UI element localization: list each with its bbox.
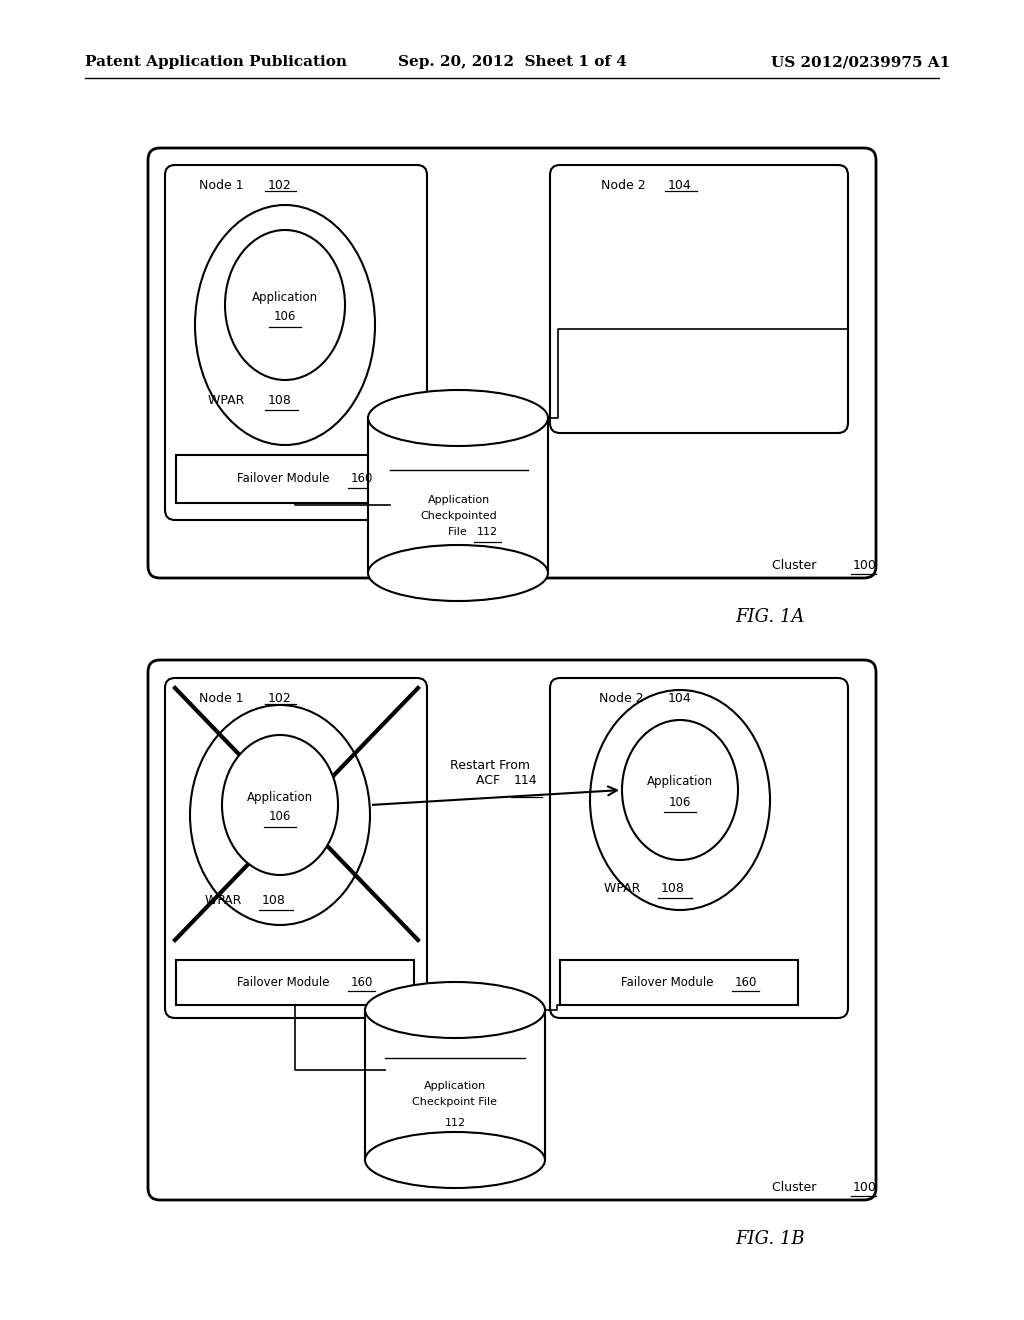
Text: WPAR: WPAR	[205, 894, 245, 907]
Text: Patent Application Publication: Patent Application Publication	[85, 55, 347, 69]
Text: WPAR: WPAR	[603, 882, 644, 895]
Bar	[390, 450, 528, 558]
Ellipse shape	[222, 735, 338, 875]
Text: ACF: ACF	[476, 774, 504, 787]
Ellipse shape	[225, 230, 345, 380]
Text: Node 2: Node 2	[599, 692, 648, 705]
Text: 104: 104	[668, 180, 692, 191]
Text: File: File	[447, 527, 470, 537]
Text: WPAR: WPAR	[208, 393, 248, 407]
FancyBboxPatch shape	[550, 165, 848, 433]
Text: 112: 112	[477, 527, 498, 537]
Text: 110: 110	[511, 400, 534, 413]
Text: Sep. 20, 2012  Sheet 1 of 4: Sep. 20, 2012 Sheet 1 of 4	[397, 55, 627, 69]
Bar	[560, 960, 798, 1005]
Ellipse shape	[195, 205, 375, 445]
Text: 114: 114	[514, 774, 538, 787]
Text: Checkpointed: Checkpointed	[421, 511, 498, 521]
FancyBboxPatch shape	[148, 660, 876, 1200]
Text: 100: 100	[853, 558, 877, 572]
FancyBboxPatch shape	[165, 165, 427, 520]
Ellipse shape	[365, 982, 545, 1038]
Text: Restart From: Restart From	[450, 759, 530, 772]
Bar	[385, 1038, 525, 1150]
Text: Node 1: Node 1	[200, 180, 248, 191]
Text: 108: 108	[662, 882, 685, 895]
Ellipse shape	[622, 719, 738, 861]
Text: Data Storage: Data Storage	[409, 993, 492, 1005]
Bar	[368, 418, 548, 573]
Text: Application: Application	[247, 791, 313, 804]
Text: FIG. 1B: FIG. 1B	[735, 1230, 805, 1247]
Text: 102: 102	[268, 180, 292, 191]
Text: FIG. 1A: FIG. 1A	[735, 609, 805, 626]
Text: Checkpoint File: Checkpoint File	[413, 1097, 498, 1107]
Text: Data Storage: Data Storage	[412, 400, 494, 413]
Text: Application: Application	[428, 495, 490, 506]
FancyBboxPatch shape	[550, 678, 848, 1018]
Ellipse shape	[365, 1133, 545, 1188]
Text: US 2012/0239975 A1: US 2012/0239975 A1	[771, 55, 950, 69]
Text: Cluster: Cluster	[772, 1181, 820, 1195]
Text: 160: 160	[351, 473, 374, 486]
Text: 106: 106	[669, 796, 691, 808]
Text: Cluster: Cluster	[772, 558, 820, 572]
Text: 100: 100	[853, 1181, 877, 1195]
Text: Node 2: Node 2	[601, 180, 650, 191]
Bar	[365, 1010, 545, 1160]
Ellipse shape	[190, 705, 370, 925]
Bar	[176, 455, 414, 503]
Bar	[176, 960, 414, 1005]
Text: 104: 104	[668, 692, 692, 705]
FancyBboxPatch shape	[148, 148, 876, 578]
Ellipse shape	[590, 690, 770, 909]
Text: Failover Module: Failover Module	[621, 975, 717, 989]
Ellipse shape	[368, 545, 548, 601]
Text: 160: 160	[351, 975, 374, 989]
Text: 106: 106	[269, 810, 291, 824]
Text: Failover Module: Failover Module	[237, 975, 333, 989]
Text: 102: 102	[268, 692, 292, 705]
Text: 108: 108	[268, 393, 292, 407]
FancyBboxPatch shape	[165, 678, 427, 1018]
Text: 160: 160	[735, 975, 758, 989]
Text: Failover Module: Failover Module	[237, 473, 333, 486]
Text: 106: 106	[273, 310, 296, 323]
Ellipse shape	[368, 389, 548, 446]
Text: Application: Application	[252, 290, 318, 304]
Text: 112: 112	[444, 1118, 466, 1129]
Text: 108: 108	[262, 894, 286, 907]
Text: 110: 110	[508, 993, 530, 1005]
Text: Application: Application	[424, 1081, 486, 1092]
Text: Application: Application	[647, 776, 713, 788]
Text: Node 1: Node 1	[200, 692, 248, 705]
